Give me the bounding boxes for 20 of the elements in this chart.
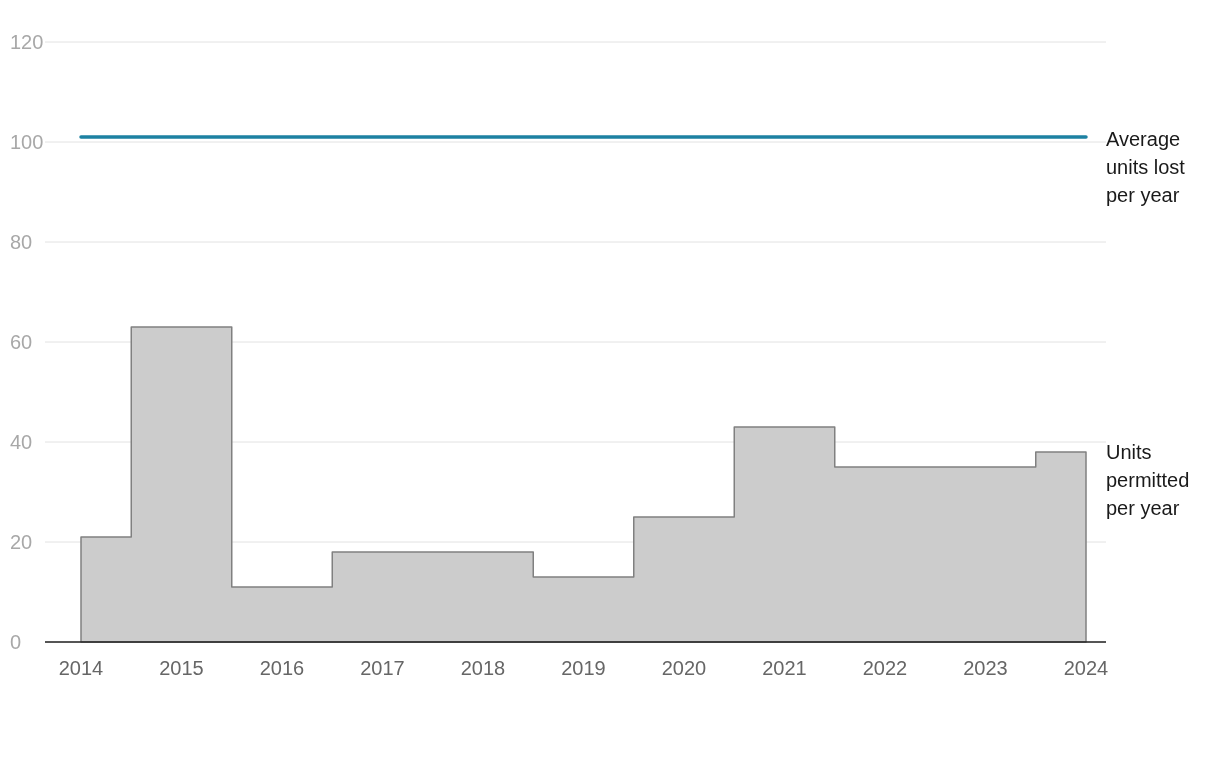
x-tick-label: 2015 [159,657,204,679]
x-tick-label: 2021 [762,657,807,679]
x-tick-label: 2016 [259,657,305,679]
y-tick-label: 60 [10,331,33,353]
y-tick-label: 40 [10,431,33,453]
x-tick-label: 2024 [1063,657,1109,679]
x-tick-label: 2022 [862,657,908,679]
ref-line-label: Average units lost per year [1106,128,1186,206]
x-tick-label: 2019 [561,657,606,679]
x-tick-label: 2020 [661,657,707,679]
y-tick-label: 0 [10,631,22,653]
y-tick-label: 100 [10,131,44,153]
y-tick-label: 80 [10,231,33,253]
x-tick-label: 2017 [360,657,405,679]
x-tick-label: 2023 [963,657,1008,679]
y-tick-label: 20 [10,531,33,553]
series-label: Units permitted per year [1106,441,1190,519]
x-tick-label: 2018 [460,657,506,679]
x-tick-label: 2014 [58,657,104,679]
y-tick-label: 120 [10,31,44,53]
